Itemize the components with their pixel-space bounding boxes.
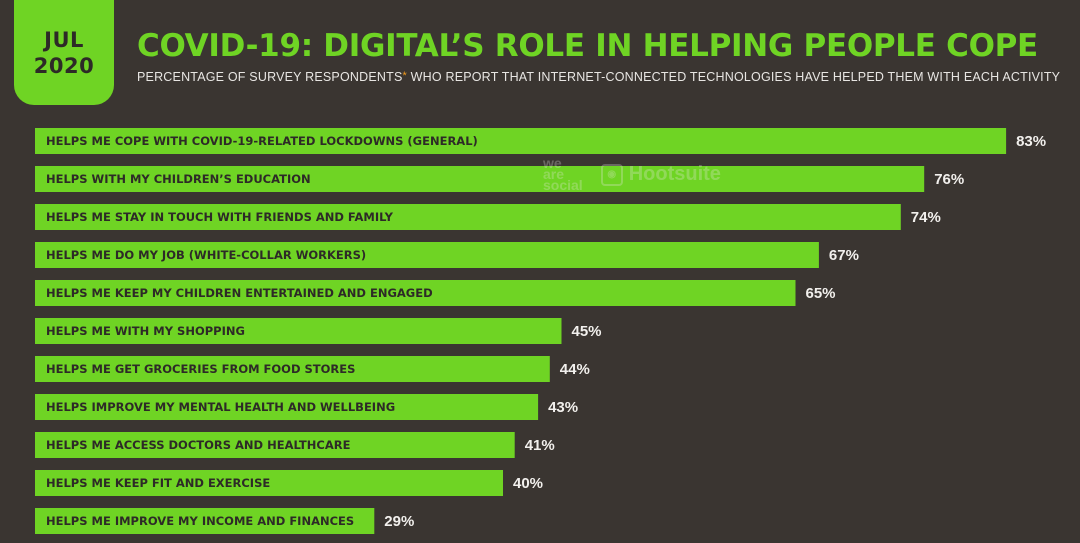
bar-row: HELPS ME GET GROCERIES FROM FOOD STORES 4…: [35, 356, 590, 382]
subtitle-text-rest: WHO REPORT THAT INTERNET-CONNECTED TECHN…: [406, 70, 1061, 84]
bar: [35, 356, 550, 382]
bar-row: HELPS ME COPE WITH COVID-19-RELATED LOCK…: [35, 128, 1046, 154]
bar-value-label: 74%: [911, 209, 941, 226]
bar-row: HELPS ME IMPROVE MY INCOME AND FINANCES 2…: [35, 508, 414, 534]
bar-category-label: HELPS ME ACCESS DOCTORS AND HEALTHCARE: [46, 438, 351, 452]
bar-row: HELPS ME KEEP MY CHILDREN ENTERTAINED AN…: [35, 280, 836, 306]
bar-value-label: 44%: [560, 361, 590, 378]
bar: [35, 432, 515, 458]
bar-row: HELPS ME KEEP FIT AND EXERCISE 40%: [35, 470, 543, 496]
bar-row: HELPS ME STAY IN TOUCH WITH FRIENDS AND …: [35, 204, 941, 230]
hootsuite-logo: ◉ Hootsuite: [600, 163, 721, 186]
bar-row: HELPS IMPROVE MY MENTAL HEALTH AND WELLB…: [35, 394, 578, 420]
date-month: JUL: [44, 27, 84, 52]
bar-value-label: 45%: [572, 323, 602, 340]
date-year: 2020: [33, 53, 95, 78]
bar-value-label: 29%: [384, 513, 414, 530]
bar-category-label: HELPS ME GET GROCERIES FROM FOOD STORES: [46, 362, 355, 376]
chart-title: COVID-19: DIGITAL’S ROLE IN HELPING PEOP…: [137, 28, 1038, 64]
bar-category-label: HELPS IMPROVE MY MENTAL HEALTH AND WELLB…: [46, 400, 395, 414]
bar: [35, 204, 901, 230]
date-badge: JUL 2020: [14, 0, 114, 105]
bar-row: HELPS ME ACCESS DOCTORS AND HEALTHCARE 41…: [35, 432, 555, 458]
bar: [35, 166, 925, 192]
subtitle-text: PERCENTAGE OF SURVEY RESPONDENTS: [137, 70, 403, 84]
we-are-social-logo: we are social: [543, 155, 583, 193]
bar-value-label: 43%: [548, 399, 578, 416]
bar-value-label: 41%: [525, 437, 555, 454]
bar-value-label: 67%: [829, 247, 859, 264]
watermark-line-1: we: [543, 155, 562, 171]
bar: [35, 394, 539, 420]
bar: [35, 470, 503, 496]
bar-value-label: 83%: [1016, 133, 1046, 150]
bar-category-label: HELPS ME DO MY JOB (WHITE-COLLAR WORKERS…: [46, 248, 366, 262]
bar-category-label: HELPS ME IMPROVE MY INCOME AND FINANCES: [46, 514, 354, 528]
watermark-line-2: are: [543, 166, 565, 182]
bar-category-label: HELPS ME STAY IN TOUCH WITH FRIENDS AND …: [46, 210, 394, 224]
watermark: we are social ◉ Hootsuite: [543, 155, 721, 193]
watermark-line-3: social: [543, 177, 583, 193]
bar-row: HELPS ME DO MY JOB (WHITE-COLLAR WORKERS…: [35, 242, 859, 268]
bar-value-label: 40%: [513, 475, 543, 492]
footnote-asterisk: *: [402, 70, 407, 82]
chart-subtitle: PERCENTAGE OF SURVEY RESPONDENTS* WHO RE…: [137, 70, 1060, 84]
owl-icon: ◉: [600, 163, 623, 186]
bar-category-label: HELPS WITH MY CHILDREN’S EDUCATION: [46, 172, 311, 186]
bar-row: HELPS ME WITH MY SHOPPING 45%: [35, 318, 602, 344]
bar-value-label: 65%: [806, 285, 836, 302]
hootsuite-wordmark: Hootsuite: [628, 163, 721, 185]
bar-category-label: HELPS ME WITH MY SHOPPING: [46, 324, 245, 338]
bar-category-label: HELPS ME COPE WITH COVID-19-RELATED LOCK…: [46, 134, 478, 148]
bar-value-label: 76%: [934, 171, 964, 188]
bar-category-label: HELPS ME KEEP MY CHILDREN ENTERTAINED AN…: [46, 286, 433, 300]
bar-row: HELPS WITH MY CHILDREN’S EDUCATION 76%: [35, 166, 964, 192]
bar: [35, 318, 562, 344]
bar: [35, 280, 796, 306]
bar-category-label: HELPS ME KEEP FIT AND EXERCISE: [46, 476, 270, 490]
bar: [35, 508, 375, 534]
bar: [35, 128, 1007, 154]
bar: [35, 242, 819, 268]
